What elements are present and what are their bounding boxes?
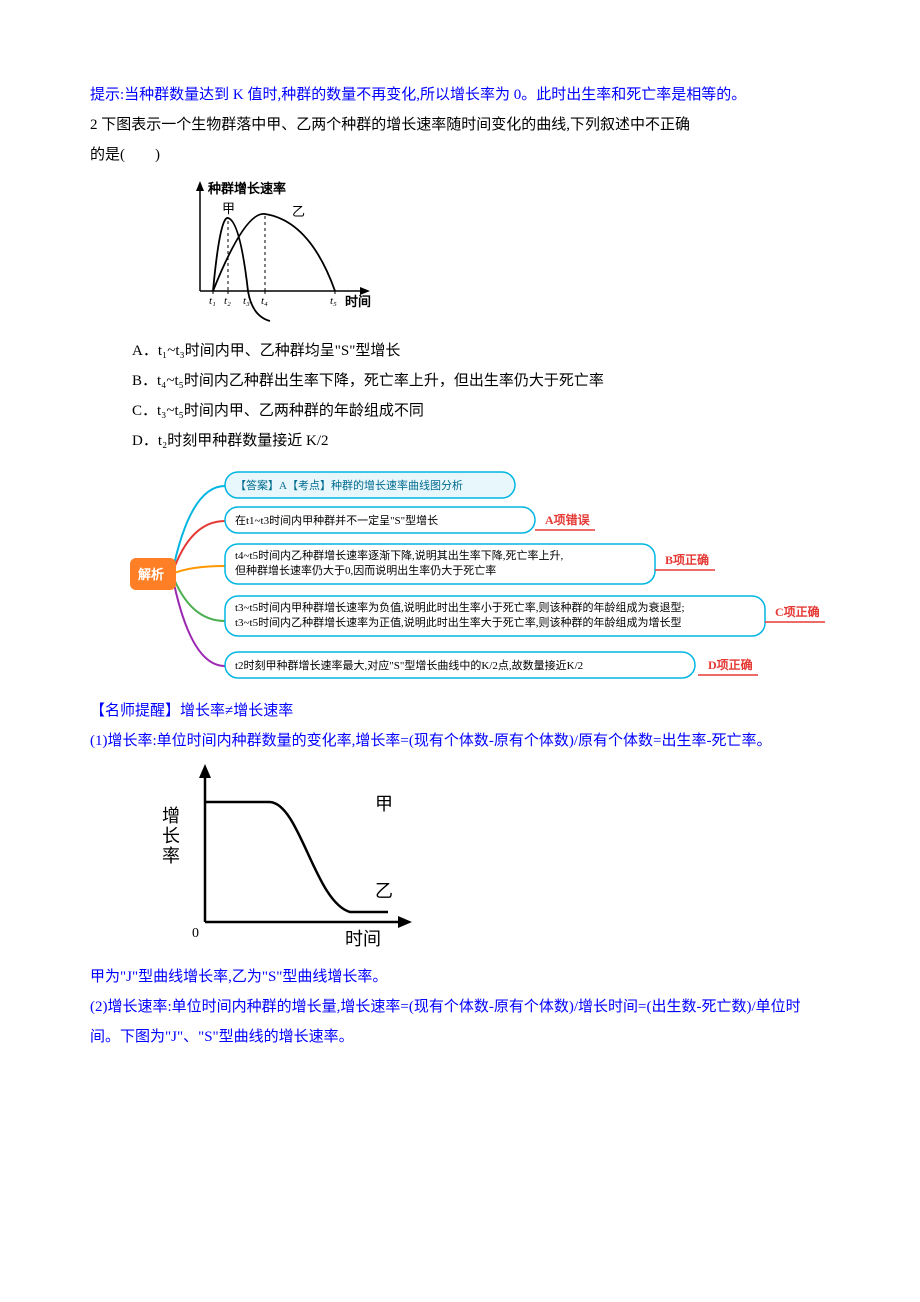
svg-text:t₂: t₂: [224, 295, 231, 307]
reminder-title: 【名师提醒】增长率≠增长速率: [90, 696, 830, 726]
mindmap-node-text: 【答案】A【考点】种群的增长速率曲线图分析: [235, 478, 463, 492]
explanation-mindmap: 解析 【答案】A【考点】种群的增长速率曲线图分析 在t1~t3时间内甲种群并不一…: [130, 466, 830, 686]
reminder-para2: 甲为"J"型曲线增长率,乙为"S"型曲线增长率。: [90, 962, 830, 992]
chart1-ylabel: 种群增长速率: [207, 181, 286, 196]
mindmap-hub: 解析: [137, 567, 164, 582]
growth-rate-vs-time-chart: 增 长 率 甲 乙 时间 0: [150, 762, 830, 952]
svg-text:t₁: t₁: [209, 295, 216, 307]
mindmap-tag: A项错误: [545, 512, 591, 527]
svg-text:t3~t5时间内乙种群增长速率为正值,说明此时出生率大于死亡: t3~t5时间内乙种群增长速率为正值,说明此时出生率大于死亡率,则该种群的年龄组…: [235, 615, 682, 629]
question-stem-b: 的是( ): [90, 140, 830, 170]
mindmap-tag: C项正确: [775, 604, 820, 619]
reminder-para1: (1)增长率:单位时间内种群数量的变化率,增长率=(现有个体数-原有个体数)/原…: [90, 726, 830, 756]
reminder-para3: (2)增长速率:单位时间内种群的增长量,增长速率=(现有个体数-原有个体数)/增…: [90, 992, 830, 1052]
chart2-xlabel: 时间: [345, 929, 381, 949]
chart2-curve2-label: 乙: [375, 881, 393, 901]
svg-text:t3~t5时间内甲种群增长速率为负值,说明此时出生率小于死亡: t3~t5时间内甲种群增长速率为负值,说明此时出生率小于死亡率,则该种群的年龄组…: [235, 600, 685, 614]
chart1-curve2-label: 乙: [292, 204, 305, 219]
mindmap-tag: D项正确: [708, 657, 753, 672]
svg-text:t₅: t₅: [330, 295, 337, 307]
svg-text:长: 长: [162, 826, 180, 846]
question-stem-a: 2 下图表示一个生物群落中甲、乙两个种群的增长速率随时间变化的曲线,下列叙述中不…: [90, 110, 830, 140]
svg-text:t₄: t₄: [261, 295, 268, 307]
chart1-xlabel: 时间: [345, 294, 371, 309]
svg-text:0: 0: [192, 926, 199, 941]
svg-text:t4~t5时间内乙种群增长速率逐渐下降,说明其出生率下降,死: t4~t5时间内乙种群增长速率逐渐下降,说明其出生率下降,死亡率上升,: [235, 548, 564, 562]
hint-text: 提示:当种群数量达到 K 值时,种群的数量不再变化,所以增长率为 0。此时出生率…: [90, 80, 830, 110]
option-c: C．t₃~t₅时间内甲、乙两种群的年龄组成不同: [90, 396, 830, 426]
chart2-ylabel-1: 增: [162, 806, 180, 826]
mindmap-node-text: t2时刻甲种群增长速率最大,对应"S"型增长曲线中的K/2点,故数量接近K/2: [235, 658, 583, 672]
svg-text:率: 率: [162, 846, 180, 866]
chart1-curve1-label: 甲: [222, 201, 235, 216]
chart2-curve1-label: 甲: [375, 794, 393, 814]
svg-text:但种群增长速率仍大于0,因而说明出生率仍大于死亡率: 但种群增长速率仍大于0,因而说明出生率仍大于死亡率: [235, 563, 496, 577]
mindmap-tag: B项正确: [665, 552, 709, 567]
option-a: A．t₁~t₃时间内甲、乙种群均呈"S"型增长: [90, 336, 830, 366]
option-d: D．t₂时刻甲种群数量接近 K/2: [90, 426, 830, 456]
svg-text:t₃: t₃: [243, 295, 250, 307]
option-b: B．t₄~t₅时间内乙种群出生率下降，死亡率上升，但出生率仍大于死亡率: [90, 366, 830, 396]
growth-rate-chart: 种群增长速率 甲 乙 时间 t₁ t₂ t₃ t₄ t₅: [170, 176, 830, 326]
mindmap-node-text: 在t1~t3时间内甲种群并不一定呈"S"型增长: [235, 513, 438, 527]
